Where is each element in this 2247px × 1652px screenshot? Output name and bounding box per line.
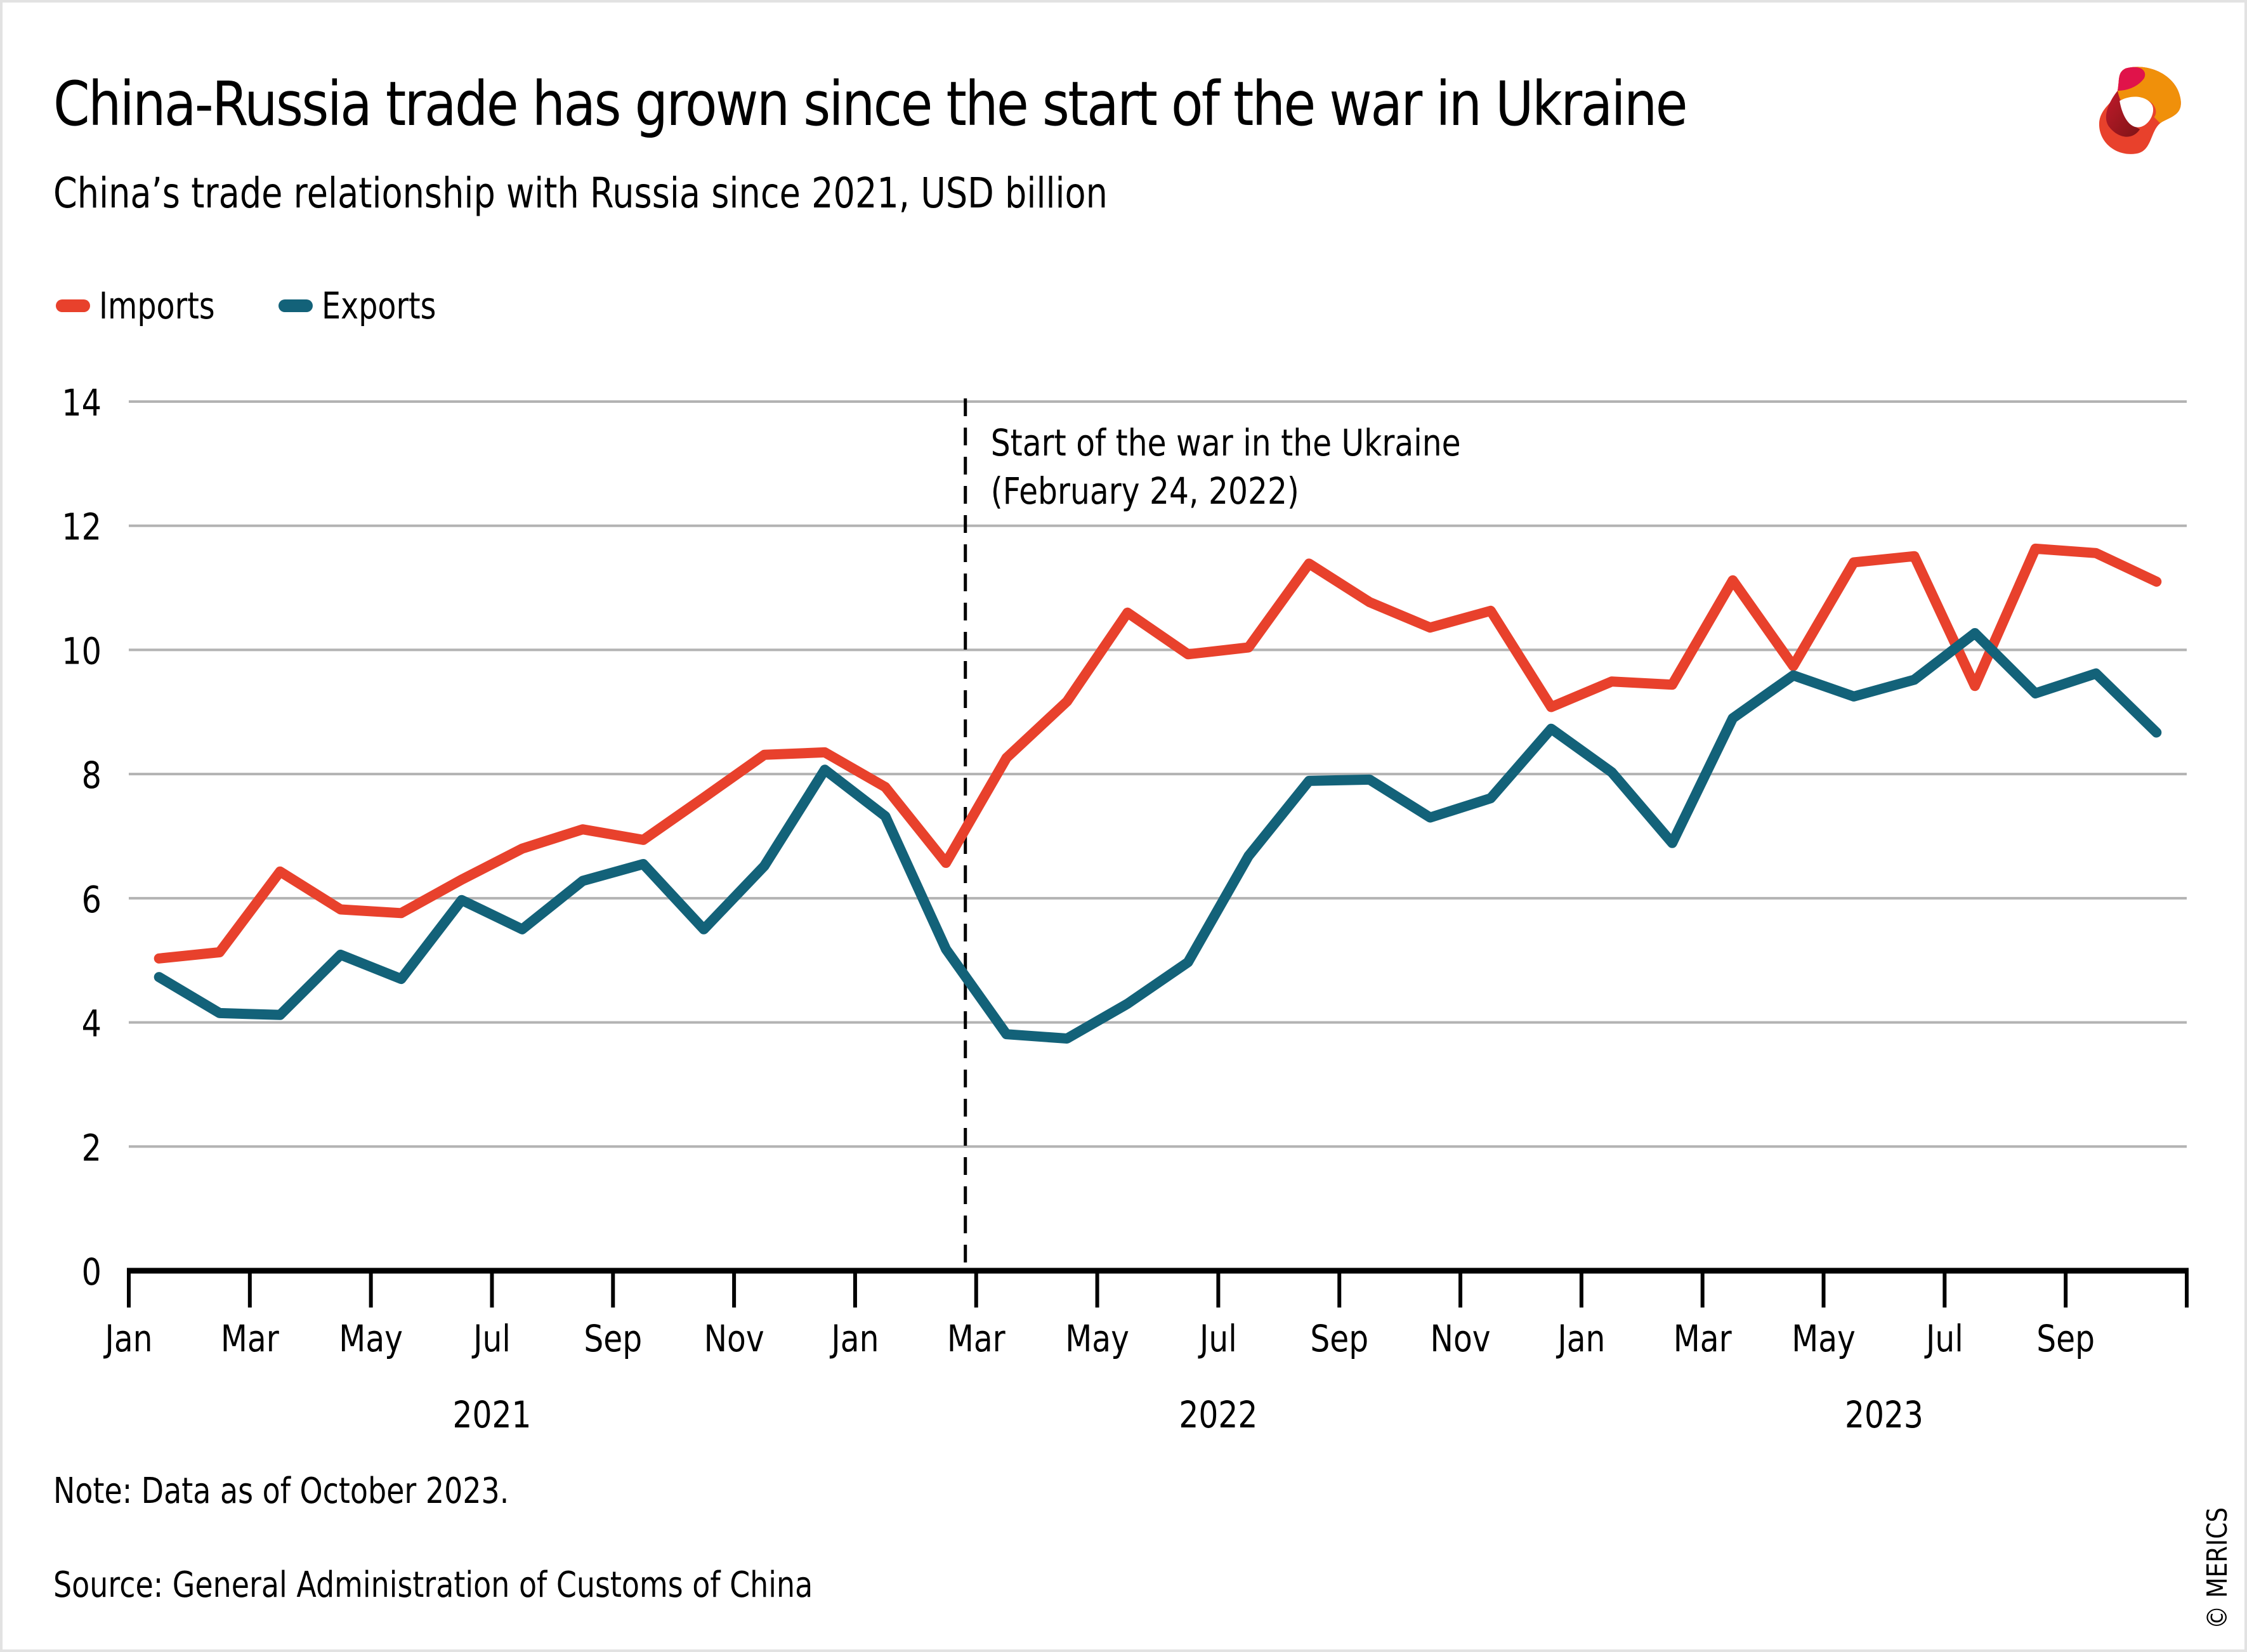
legend-item-imports[interactable]: Imports [56,284,240,327]
footnote: Note: Data as of October 2023. [53,1471,509,1512]
gridlines [129,400,2187,1148]
x-tick-label: May [339,1317,403,1360]
x-tick-label: Mar [1674,1317,1733,1360]
legend-label-exports: Exports [321,284,436,327]
x-tick-label: Mar [947,1317,1006,1360]
source-note: Source: General Administration of Custom… [53,1564,813,1606]
x-tick-label: Jan [830,1317,879,1360]
x-tick-label: Jan [1556,1317,1606,1360]
exports-swatch-icon [278,299,313,312]
x-tick-label: Nov [704,1317,764,1360]
x-tick-label: Jul [471,1317,510,1360]
x-tick-label: Mar [221,1317,280,1360]
x-tick-label: Jul [1198,1317,1236,1360]
war-start-annotation: Start of the war in the Ukraine (February… [964,398,1461,1271]
series-line-exports [154,628,2162,1044]
y-tick-label: 6 [82,878,102,921]
x-axis: Jan Mar May Jul Sep Nov Jan Mar May Jul Sep Nov Jan M… [103,1268,2189,1436]
imports-swatch-icon [56,299,90,312]
y-tick-label: 10 [62,630,102,673]
legend-item-exports[interactable]: Exports [278,284,461,327]
year-label: 2022 [1179,1393,1257,1436]
y-tick-label: 8 [82,754,102,797]
y-tick-label: 4 [82,1002,102,1046]
chart-subtitle: China’s trade relationship with Russia s… [53,169,1108,218]
y-tick-label: 12 [62,506,102,549]
series-line-imports [154,543,2162,964]
x-tick-label: Jul [1924,1317,1963,1360]
x-tick-label: May [1792,1317,1856,1360]
y-tick-label: 0 [82,1250,102,1294]
annotation-text: Start of the war in the Ukraine [991,421,1461,464]
y-tick-label: 2 [82,1126,102,1169]
x-tick-label: Sep [2036,1317,2095,1360]
annotation-text: (February 24, 2022) [991,469,1299,513]
merics-logo-icon [2099,67,2181,154]
legend: Imports Exports [56,283,499,329]
year-label: 2023 [1845,1393,1923,1436]
x-tick-label: Sep [1310,1317,1368,1360]
x-tick-label: Nov [1431,1317,1491,1360]
year-label: 2021 [452,1393,531,1436]
y-tick-label: 14 [62,381,102,424]
copyright: © MERICS [2201,1507,2234,1629]
y-axis-tick-labels: 0 2 4 6 8 10 12 14 [62,381,102,1294]
chart-title: China-Russia trade has grown since the s… [53,69,1688,140]
legend-label-imports: Imports [99,284,215,327]
x-tick-label: Jan [103,1317,153,1360]
x-tick-label: May [1065,1317,1129,1360]
series-lines [154,543,2162,1044]
x-tick-label: Sep [584,1317,642,1360]
